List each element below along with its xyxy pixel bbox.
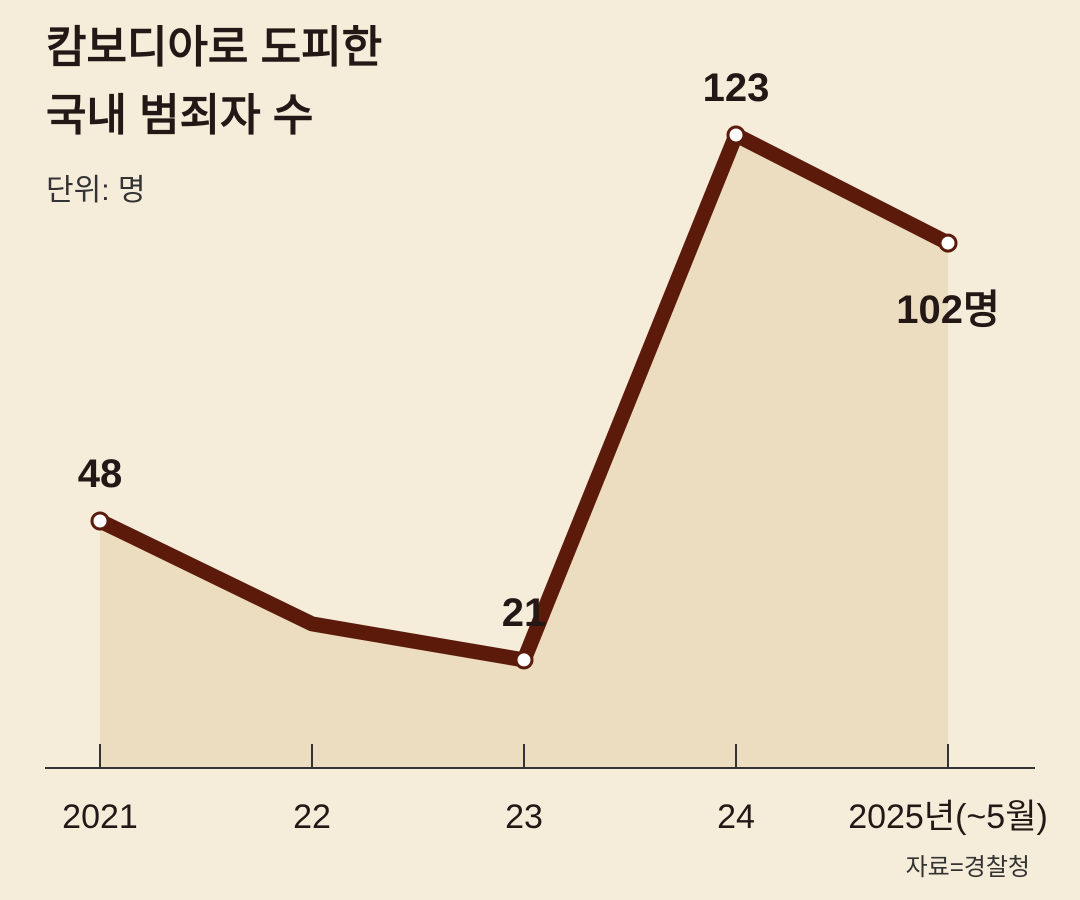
point <box>514 650 534 670</box>
value-label: 48 <box>78 452 123 496</box>
source: 자료=경찰청 <box>906 854 1030 881</box>
value-label: 123 <box>703 66 770 110</box>
point <box>938 233 958 253</box>
point <box>90 511 110 531</box>
chart-title-line: 캄보디아로 도피한 <box>46 23 382 72</box>
chart-title-line: 국내 범죄자 수 <box>46 91 313 140</box>
x-tick-label: 2021 <box>62 798 138 836</box>
area <box>100 135 948 768</box>
chart-subtitle: 단위: 명 <box>46 174 145 207</box>
value-label: 102명 <box>896 288 1000 332</box>
point <box>726 125 746 145</box>
x-tick-label: 23 <box>505 798 543 836</box>
x-tick-label: 2025년(~5월) <box>848 798 1048 836</box>
x-tick-label: 22 <box>293 798 331 836</box>
value-label: 21 <box>502 591 547 635</box>
x-tick-label: 24 <box>717 798 755 836</box>
